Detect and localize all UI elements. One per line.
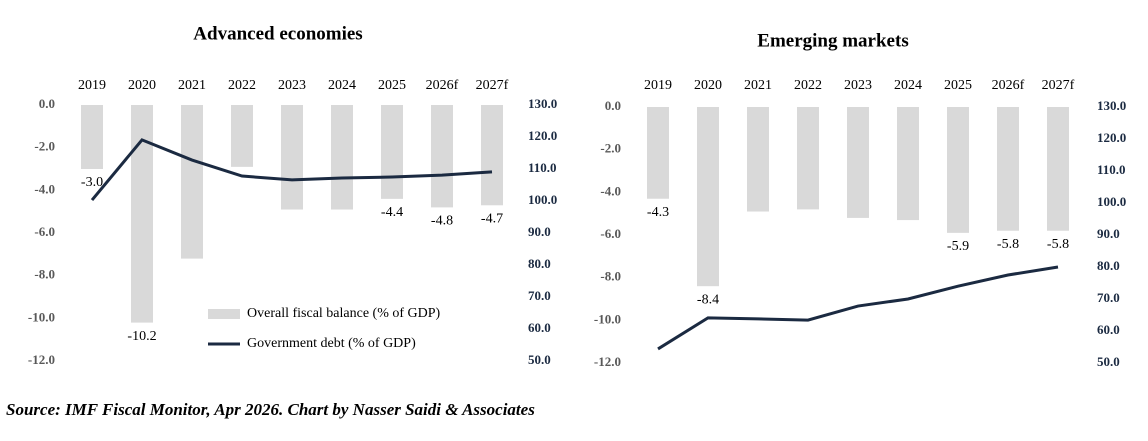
y2-tick-label: 90.0 <box>1097 226 1120 241</box>
x-tick-label: 2026f <box>426 78 459 93</box>
x-tick-label: 2027f <box>1042 78 1075 93</box>
x-tick-label: 2025 <box>378 78 406 93</box>
bar <box>281 105 303 210</box>
y2-tick-label: 120.0 <box>528 128 557 143</box>
x-tick-label: 2023 <box>278 78 306 93</box>
x-tick-label: 2023 <box>844 78 872 93</box>
value-label: -5.8 <box>997 237 1019 252</box>
y2-tick-label: 60.0 <box>528 320 551 335</box>
legend-label: Government debt (% of GDP) <box>247 336 416 351</box>
x-tick-label: 2019 <box>78 78 106 93</box>
bar <box>797 107 819 210</box>
x-tick-label: 2024 <box>328 78 356 93</box>
bar <box>747 107 769 212</box>
bar <box>997 107 1019 231</box>
y2-tick-label: 130.0 <box>528 96 557 111</box>
y-tick-label: 0.0 <box>39 96 55 111</box>
bar <box>947 107 969 233</box>
bar <box>131 105 153 323</box>
y-tick-label: -6.0 <box>600 226 621 241</box>
bar <box>81 105 103 169</box>
y-tick-label: -8.0 <box>600 269 621 284</box>
x-tick-label: 2026f <box>992 78 1025 93</box>
y2-tick-label: 100.0 <box>528 192 557 207</box>
value-label: -4.8 <box>431 214 453 229</box>
legend-label: Overall fiscal balance (% of GDP) <box>247 306 441 321</box>
bar <box>697 107 719 287</box>
x-tick-label: 2021 <box>744 78 772 93</box>
x-tick-label: 2019 <box>644 78 672 93</box>
x-tick-label: 2022 <box>228 78 256 93</box>
y-tick-label: -6.0 <box>34 224 55 239</box>
y2-tick-label: 70.0 <box>1097 290 1120 305</box>
bar <box>897 107 919 221</box>
bar <box>647 107 669 199</box>
y-tick-label: -2.0 <box>600 141 621 156</box>
y-tick-label: -4.0 <box>600 183 621 198</box>
y-tick-label: -2.0 <box>34 139 55 154</box>
bar <box>1047 107 1069 231</box>
y2-tick-label: 50.0 <box>1097 354 1120 369</box>
value-label: -8.4 <box>697 292 719 307</box>
y2-tick-label: 100.0 <box>1097 194 1126 209</box>
value-label: -3.0 <box>81 175 103 190</box>
bar <box>331 105 353 210</box>
y-tick-label: -10.0 <box>28 309 55 324</box>
y2-tick-label: 90.0 <box>528 224 551 239</box>
bar <box>481 105 503 206</box>
bar <box>181 105 203 259</box>
value-label: -4.7 <box>481 211 503 226</box>
y2-tick-label: 80.0 <box>528 256 551 271</box>
y2-tick-label: 120.0 <box>1097 130 1126 145</box>
x-tick-label: 2021 <box>178 78 206 93</box>
x-tick-label: 2022 <box>794 78 822 93</box>
y2-tick-label: 110.0 <box>528 160 557 175</box>
x-tick-label: 2020 <box>128 78 156 93</box>
chart-title: Advanced economies <box>193 23 362 44</box>
y-tick-label: 0.0 <box>605 98 621 113</box>
value-label: -4.3 <box>647 205 669 220</box>
chart-title: Emerging markets <box>757 30 908 51</box>
y2-tick-label: 60.0 <box>1097 322 1120 337</box>
y2-tick-label: 70.0 <box>528 288 551 303</box>
x-tick-label: 2025 <box>944 78 972 93</box>
y2-tick-label: 130.0 <box>1097 98 1126 113</box>
debt-line <box>90 138 493 201</box>
x-tick-label: 2027f <box>476 78 509 93</box>
x-tick-label: 2024 <box>894 78 922 93</box>
legend-swatch <box>208 309 240 319</box>
y-tick-label: -12.0 <box>594 354 621 369</box>
bar <box>431 105 453 208</box>
source-note: Source: IMF Fiscal Monitor, Apr 2026. Ch… <box>6 400 535 419</box>
bar <box>231 105 253 167</box>
y2-tick-label: 50.0 <box>528 352 551 367</box>
y2-tick-label: 110.0 <box>1097 162 1126 177</box>
y-tick-label: -12.0 <box>28 352 55 367</box>
debt-line <box>657 265 1059 351</box>
x-tick-label: 2020 <box>694 78 722 93</box>
value-label: -5.8 <box>1047 237 1069 252</box>
y2-tick-label: 80.0 <box>1097 258 1120 273</box>
bar <box>381 105 403 199</box>
value-label: -5.9 <box>947 239 969 254</box>
y-tick-label: -4.0 <box>34 181 55 196</box>
y-tick-label: -8.0 <box>34 267 55 282</box>
value-label: -10.2 <box>127 329 156 344</box>
y-tick-label: -10.0 <box>594 311 621 326</box>
bar <box>847 107 869 218</box>
value-label: -4.4 <box>381 205 403 220</box>
